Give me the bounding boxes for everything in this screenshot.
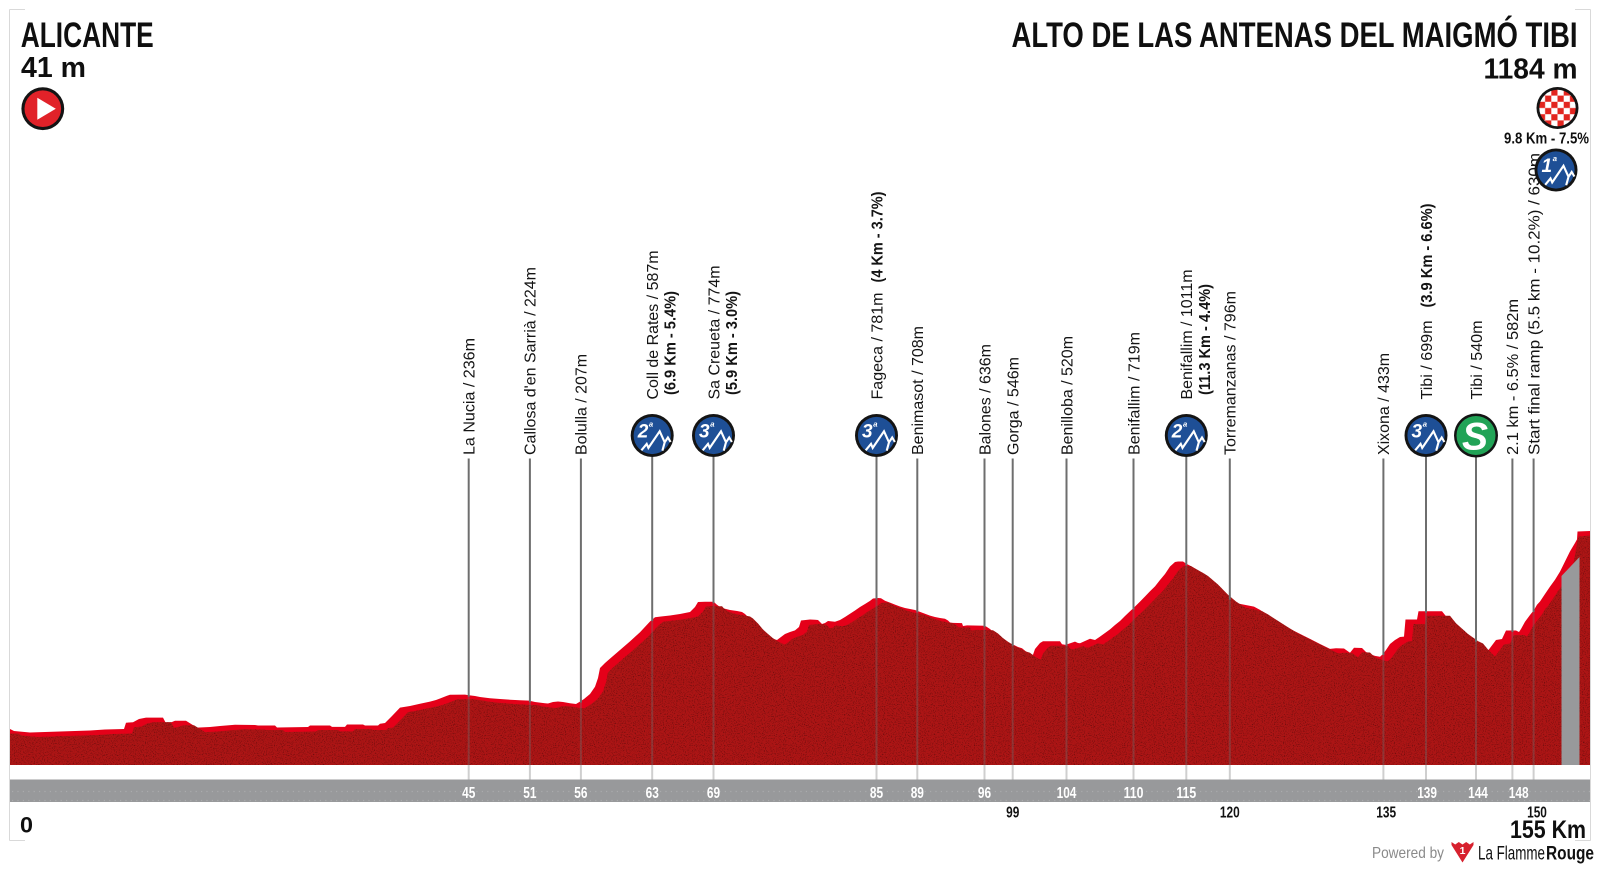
svg-text:115: 115	[1176, 785, 1196, 802]
svg-text:Rouge: Rouge	[1546, 843, 1594, 865]
svg-text:Gorga / 546m: Gorga / 546m	[1006, 357, 1023, 455]
svg-text:2.1 km - 6.5% / 582m: 2.1 km - 6.5% / 582m	[1505, 299, 1522, 455]
svg-text:ALICANTE: ALICANTE	[21, 16, 154, 55]
svg-text:Tibi / 540m: Tibi / 540m	[1469, 321, 1486, 400]
svg-text:Benimasot / 708m: Benimasot / 708m	[910, 326, 927, 455]
svg-text:51: 51	[523, 785, 536, 802]
svg-text:139: 139	[1417, 785, 1437, 802]
svg-text:(4 Km - 3.7%): (4 Km - 3.7%)	[869, 192, 886, 283]
svg-text:Tibi / 699m: Tibi / 699m	[1419, 321, 1436, 400]
svg-text:(3.9 Km - 6.6%): (3.9 Km - 6.6%)	[1419, 204, 1436, 308]
svg-text:155 Km: 155 Km	[1510, 816, 1586, 844]
svg-text:Torremanzanas / 796m: Torremanzanas / 796m	[1223, 291, 1240, 455]
svg-text:148: 148	[1509, 785, 1529, 802]
svg-text:(5.9 Km - 3.0%): (5.9 Km - 3.0%)	[724, 291, 741, 395]
svg-text:69: 69	[707, 785, 720, 802]
svg-text:Sa Creueta / 774m: Sa Creueta / 774m	[706, 266, 723, 400]
svg-text:0: 0	[20, 813, 33, 838]
svg-text:(6.9 Km - 5.4%): (6.9 Km - 5.4%)	[663, 291, 680, 395]
svg-text:Powered by: Powered by	[1372, 845, 1444, 862]
svg-text:Benilloba / 520m: Benilloba / 520m	[1059, 336, 1076, 455]
svg-text:45: 45	[462, 785, 475, 802]
svg-text:89: 89	[911, 785, 924, 802]
svg-text:96: 96	[978, 785, 991, 802]
svg-text:ALTO DE LAS ANTENAS DEL MAIGMÓ: ALTO DE LAS ANTENAS DEL MAIGMÓ TIBI	[1012, 15, 1578, 55]
svg-text:La Flamme: La Flamme	[1478, 843, 1545, 865]
svg-text:Fageca / 781m: Fageca / 781m	[869, 293, 886, 400]
svg-text:Xixona / 433m: Xixona / 433m	[1376, 353, 1393, 455]
svg-text:1184 m: 1184 m	[1484, 54, 1578, 86]
svg-text:150: 150	[1527, 805, 1547, 822]
svg-text:1: 1	[1460, 845, 1466, 857]
svg-text:63: 63	[646, 785, 659, 802]
svg-text:Benifallim / 719m: Benifallim / 719m	[1126, 332, 1143, 455]
svg-text:9.8 Km - 7.5%: 9.8 Km - 7.5%	[1504, 131, 1589, 148]
svg-text:99: 99	[1006, 805, 1019, 822]
svg-text:Benifallim / 1011m: Benifallim / 1011m	[1179, 270, 1196, 400]
svg-text:Callosa d'en Sarrià / 224m: Callosa d'en Sarrià / 224m	[523, 267, 540, 455]
svg-text:41 m: 41 m	[21, 52, 86, 84]
svg-text:(11.3 Km - 4.4%): (11.3 Km - 4.4%)	[1197, 284, 1214, 395]
svg-text:Balones / 636m: Balones / 636m	[977, 344, 994, 455]
svg-text:Start final ramp (5.5 km - 10.: Start final ramp (5.5 km - 10.2%) / 630m	[1526, 153, 1543, 455]
svg-text:135: 135	[1376, 805, 1396, 822]
svg-text:85: 85	[870, 785, 883, 802]
svg-text:110: 110	[1124, 785, 1144, 802]
svg-text:S: S	[1462, 416, 1488, 459]
svg-text:La Nucia / 236m: La Nucia / 236m	[462, 338, 479, 455]
svg-text:Bolulla / 207m: Bolulla / 207m	[574, 354, 591, 455]
svg-text:104: 104	[1057, 785, 1077, 802]
svg-text:56: 56	[574, 785, 587, 802]
svg-text:144: 144	[1468, 785, 1488, 802]
svg-text:Coll de Rates / 587m: Coll de Rates / 587m	[645, 251, 662, 400]
svg-text:120: 120	[1220, 805, 1240, 822]
